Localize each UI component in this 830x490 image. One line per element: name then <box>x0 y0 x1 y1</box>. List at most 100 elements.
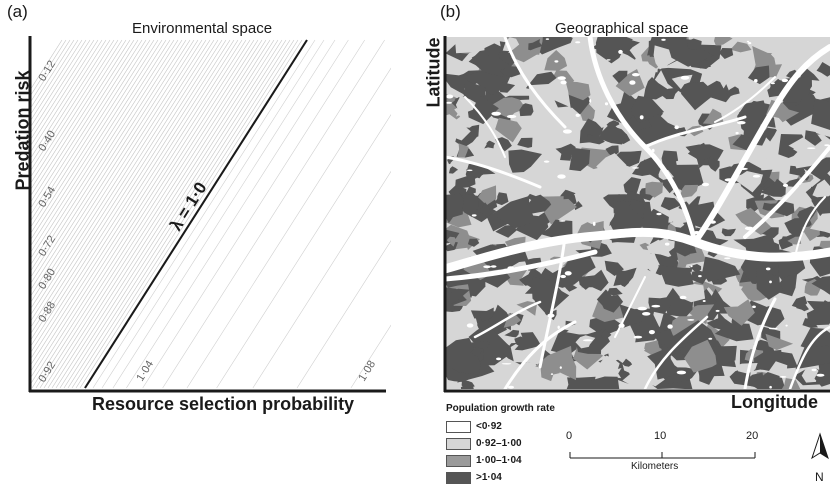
map-patch <box>612 150 642 167</box>
map-patch <box>653 45 680 70</box>
contour-line <box>31 39 95 140</box>
map-speck <box>769 280 772 284</box>
map-speck <box>560 80 567 85</box>
contour-line <box>31 39 199 303</box>
map-speck <box>554 60 559 63</box>
contour-line <box>31 39 167 253</box>
map-patch <box>687 142 711 162</box>
legend-item-092-100: 0·92–1·00 <box>446 435 522 452</box>
map-patch <box>585 376 620 389</box>
contour-line <box>79 39 303 389</box>
contour-line <box>126 39 349 389</box>
contour-line <box>31 39 231 353</box>
map-patch <box>730 41 752 53</box>
map-speck <box>483 265 491 269</box>
map-speck <box>768 327 778 330</box>
contour-line <box>31 39 91 134</box>
river-valley <box>614 276 646 338</box>
map-patch <box>604 260 624 276</box>
map-speck <box>604 102 609 106</box>
map-patch <box>517 137 533 148</box>
map-patch <box>497 82 516 93</box>
map-patch <box>721 228 736 237</box>
map-patch <box>445 72 468 95</box>
map-patch <box>662 88 680 100</box>
map-patch <box>596 153 629 182</box>
map-speck <box>471 214 477 217</box>
map-patch <box>668 313 704 337</box>
map-speck <box>698 275 702 278</box>
map-patch <box>446 236 457 247</box>
contour-line <box>31 39 163 246</box>
map-patch <box>727 121 744 135</box>
map-speck <box>737 121 746 125</box>
contour-line <box>31 39 111 165</box>
map-patch <box>762 202 779 211</box>
map-speck <box>560 274 566 279</box>
map-speck <box>648 330 655 335</box>
map-patch <box>629 198 645 219</box>
map-patch <box>612 70 628 84</box>
panel-b-title: Geographical space <box>555 20 689 37</box>
environmental-space-plot: λ = 1·0 0·120·400·540·720·800·880·92 1·04… <box>28 36 391 393</box>
map-speck <box>637 306 647 311</box>
contour-line <box>31 39 255 389</box>
contour-line <box>350 324 391 389</box>
map-speck <box>564 271 572 276</box>
river-valley <box>445 227 830 274</box>
map-patch <box>780 236 793 247</box>
map-patch <box>719 48 734 59</box>
map-patch <box>470 346 483 357</box>
map-speck <box>680 75 690 80</box>
contour-line <box>31 39 99 146</box>
map-speck <box>575 41 581 44</box>
map-patch <box>508 149 542 173</box>
map-patch <box>478 307 494 322</box>
river-valley <box>714 76 776 123</box>
legend-label: <0·92 <box>476 421 502 432</box>
contour-line <box>31 39 139 209</box>
legend-swatch-dark <box>446 471 471 484</box>
map-speck <box>543 160 550 163</box>
river-valley <box>692 44 830 245</box>
contour-line <box>31 39 183 278</box>
contour-line <box>31 39 227 347</box>
scale-unit: Kilometers <box>631 461 679 472</box>
map-speck <box>664 242 670 246</box>
map-speck <box>701 182 710 187</box>
contour-line <box>55 39 279 389</box>
legend-swatch-white <box>446 420 471 433</box>
map-speck <box>496 357 502 361</box>
map-patch <box>515 215 549 241</box>
map-speck <box>508 385 514 389</box>
lambda-one-contour <box>84 39 308 389</box>
map-patch <box>498 52 512 65</box>
map-patch <box>457 143 469 158</box>
map-patch <box>696 80 731 103</box>
contour-line <box>47 39 271 389</box>
map-speck <box>506 114 517 119</box>
map-speck <box>642 312 651 316</box>
map-patch <box>531 276 570 316</box>
map-speck <box>466 169 473 172</box>
map-patch <box>494 192 509 206</box>
legend-item-gt-104: >1·04 <box>446 469 522 486</box>
map-patch <box>660 197 682 211</box>
map-patch <box>738 100 776 130</box>
contour-line <box>31 39 171 259</box>
map-patch <box>686 38 702 50</box>
map-patch <box>698 59 711 69</box>
map-patch <box>495 137 512 152</box>
panel-a-title: Environmental space <box>132 20 273 37</box>
north-arrow-icon <box>811 432 829 460</box>
map-speck <box>651 304 661 308</box>
map-patch <box>679 184 699 199</box>
contour-line <box>67 39 291 389</box>
map-speck <box>557 76 566 80</box>
contour-line <box>112 39 336 389</box>
map-speck <box>781 78 789 83</box>
contour-lines <box>31 39 391 389</box>
contour-line <box>31 39 107 159</box>
map-patch <box>575 335 596 349</box>
contour-line <box>296 240 391 389</box>
